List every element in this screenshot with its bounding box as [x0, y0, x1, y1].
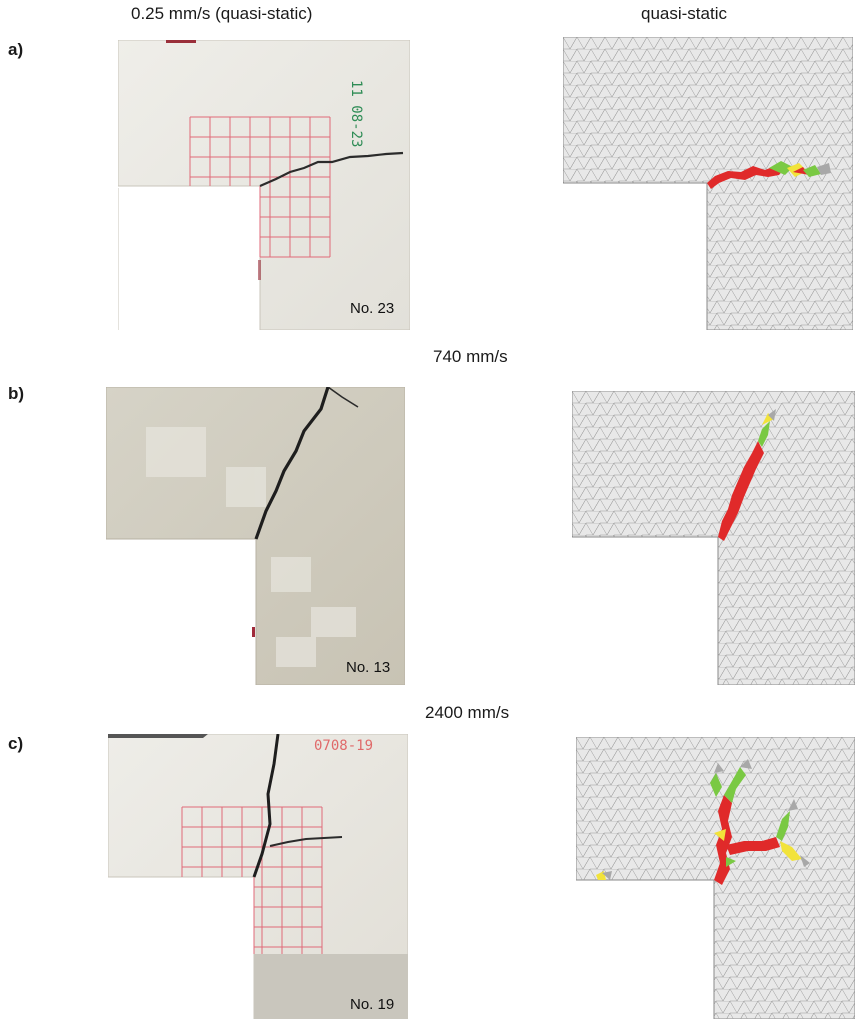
mesh-panel-a: [563, 37, 853, 330]
header-row-b: 740 mm/s: [433, 347, 508, 366]
header-row-c: 2400 mm/s: [425, 703, 510, 722]
mesh-panel-c: [576, 737, 855, 1019]
specimen-photo-c: 0708-19 No. 19: [108, 734, 408, 1019]
specimen-number-b: No. 13: [346, 659, 391, 676]
specimen-number-a: No. 23: [350, 300, 395, 317]
header-left: 0.25 mm/s (quasi-static): [131, 4, 313, 23]
row-label-b: b): [8, 384, 25, 403]
row-label-c: c): [8, 734, 24, 753]
specimen-photo-a: 11 08-23 No. 23: [118, 40, 410, 330]
specimen-number-c: No. 19: [350, 996, 395, 1013]
specimen-photo-b: No. 13: [106, 387, 405, 685]
row-label-a: a): [8, 40, 24, 59]
header-right: quasi-static: [641, 4, 727, 23]
mesh-panel-b: [572, 391, 855, 685]
specimen-marking-a: 11 08-23: [348, 80, 364, 148]
specimen-marking-c: 0708-19: [314, 738, 374, 754]
